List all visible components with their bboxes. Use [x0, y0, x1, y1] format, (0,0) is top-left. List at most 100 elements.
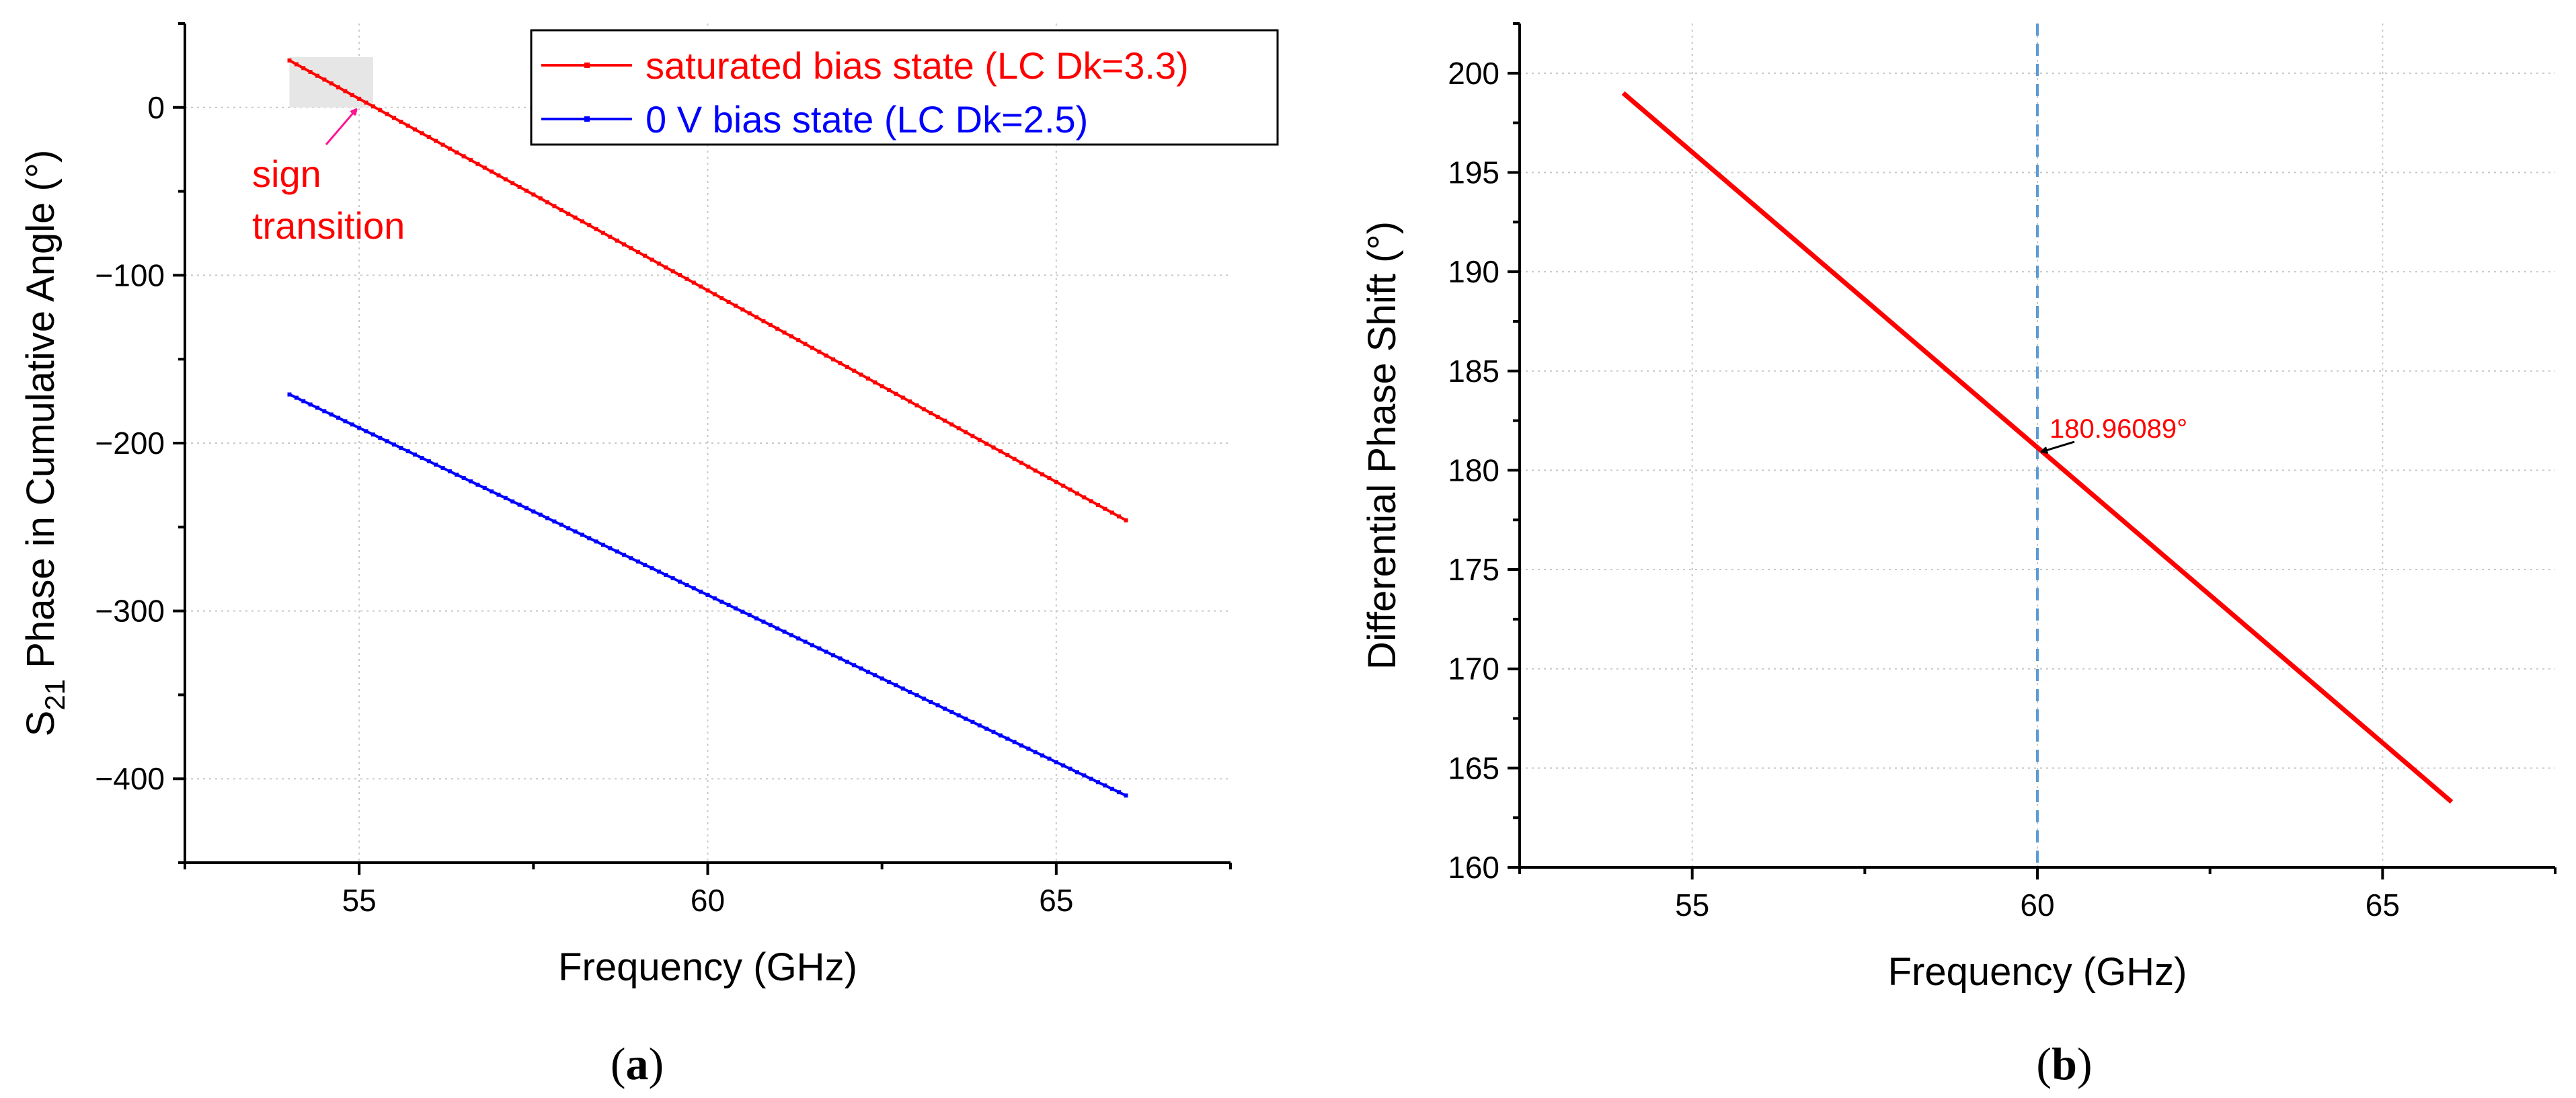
y-tick-label: −100: [95, 258, 165, 292]
series-point: [531, 192, 536, 197]
series-point: [712, 596, 717, 600]
series-point: [970, 434, 975, 438]
series-point: [991, 730, 996, 734]
series-point: [510, 181, 515, 186]
series-point: [705, 288, 710, 292]
series-point: [608, 546, 613, 551]
series-point: [545, 200, 550, 204]
series-point: [1068, 487, 1072, 492]
y-axis-title-sub: 21: [39, 679, 71, 711]
series-point: [685, 582, 689, 587]
series-point: [956, 426, 961, 431]
series-point: [845, 364, 849, 369]
series-point: [949, 709, 954, 714]
series-point: [643, 253, 648, 258]
x-axis-title: Frequency (GHz): [558, 945, 857, 989]
series-point: [1117, 790, 1122, 795]
series-point: [775, 326, 780, 331]
series-point: [343, 89, 348, 93]
series-point: [650, 566, 654, 571]
y-tick-label: −400: [95, 761, 165, 796]
series-point: [998, 449, 1003, 454]
series-point: [469, 158, 473, 163]
series-point: [935, 414, 940, 419]
series-point: [475, 482, 480, 487]
series-point: [998, 733, 1003, 738]
series-point: [1082, 495, 1087, 500]
series-point: [719, 296, 724, 301]
series-1: [287, 392, 1128, 798]
y-tick-label: −300: [95, 594, 165, 629]
series-point: [573, 215, 578, 220]
annotation-line-2: transition: [252, 204, 405, 247]
series-point: [1075, 770, 1079, 775]
annotation-arrow: [325, 109, 356, 145]
series-point: [315, 405, 319, 410]
series-point: [894, 683, 898, 688]
series-point: [921, 407, 926, 411]
series-point: [1103, 783, 1107, 788]
series-point: [413, 127, 418, 132]
series-point: [635, 559, 640, 564]
series-point: [782, 629, 787, 634]
series-point: [370, 432, 375, 437]
y-axis-title: S21 Phase in Cumulative Angle (°): [19, 150, 71, 737]
series-point: [817, 350, 822, 354]
panel-label-close: ): [2077, 1038, 2093, 1089]
series-point: [699, 284, 703, 289]
series-point: [1075, 491, 1079, 496]
series-point: [538, 512, 543, 517]
series-point: [719, 599, 724, 604]
series-point: [496, 492, 501, 497]
series-point: [768, 323, 773, 327]
series-point: [336, 416, 341, 420]
x-tick-label: 55: [342, 883, 377, 918]
series-point: [685, 276, 689, 281]
series-point: [434, 139, 438, 143]
series-point: [413, 453, 418, 457]
legend: saturated bias state (LC Dk=3.3) 0 V bias…: [530, 29, 1279, 146]
series-point: [880, 676, 884, 681]
series-point: [664, 265, 668, 270]
series-point: [921, 696, 926, 701]
series-point: [420, 456, 424, 461]
series-point: [1124, 518, 1128, 522]
series-point: [308, 402, 313, 407]
series-point: [1033, 468, 1038, 473]
series-point: [1054, 479, 1058, 484]
series-point: [984, 441, 989, 446]
series-point: [810, 643, 814, 648]
series-point: [524, 506, 529, 510]
series-point: [1096, 780, 1101, 785]
series-point: [329, 81, 334, 86]
series-point: [964, 430, 968, 434]
series-point: [405, 449, 410, 454]
series-point: [434, 463, 438, 467]
series-point: [796, 636, 801, 641]
panel-a: 55 60 65 0 −100 −200 −300 −400 Frequency (GHz) S2…: [19, 22, 1279, 1089]
series-point: [420, 131, 424, 136]
y-tick-label: 195: [1448, 155, 1499, 190]
series-point: [873, 673, 877, 678]
panel-label: (a): [611, 1038, 664, 1089]
series-point: [1089, 499, 1093, 504]
series-point: [859, 666, 863, 671]
series-point: [629, 246, 633, 251]
series-point: [656, 261, 661, 266]
series-point: [740, 609, 745, 614]
series-point: [949, 422, 954, 427]
series-point: [1005, 453, 1010, 457]
series-point: [594, 227, 598, 231]
x-tick-label: 55: [1675, 888, 1709, 923]
series-point: [580, 219, 584, 224]
series-point: [1124, 793, 1128, 798]
series-point: [287, 58, 292, 63]
series-point: [587, 536, 592, 541]
series-point: [929, 699, 933, 704]
series-point: [517, 184, 522, 189]
y-axis-title-main: S: [19, 711, 63, 737]
series-point: [440, 465, 445, 470]
series-point: [322, 409, 327, 414]
series-point: [1096, 503, 1101, 508]
series-point: [378, 108, 383, 113]
